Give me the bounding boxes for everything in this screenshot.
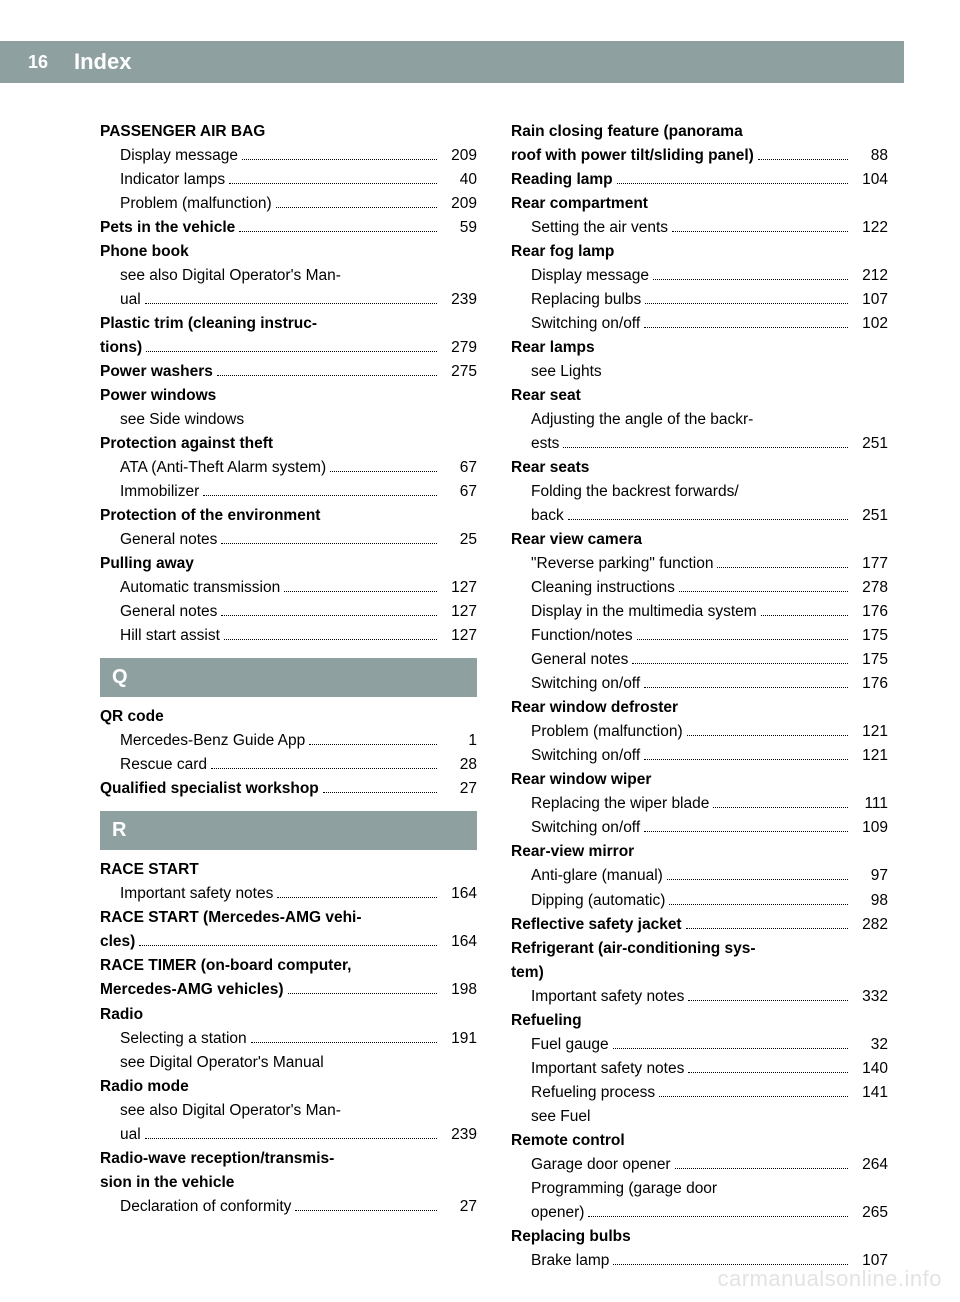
index-entry: General notes127	[100, 600, 477, 624]
heading-line1: Radio-wave reception/transmis-	[100, 1147, 477, 1171]
index-entry: General notes25	[100, 528, 477, 552]
index-entry: Replacing bulbs107	[511, 288, 888, 312]
index-entry-line1: see also Digital Operator's Man-	[100, 1099, 477, 1123]
heading: Phone book	[100, 240, 477, 264]
index-entry-line1: see also Digital Operator's Man-	[100, 264, 477, 288]
heading: Power windows	[100, 384, 477, 408]
index-entry: Replacing the wiper blade111	[511, 792, 888, 816]
heading-line1: RACE TIMER (on-board computer,	[100, 954, 477, 978]
heading: Rear window wiper	[511, 768, 888, 792]
index-entry: Important safety notes332	[511, 985, 888, 1009]
header-title: Index	[74, 49, 131, 75]
index-content: PASSENGER AIR BAG Display message209 Ind…	[100, 120, 888, 1242]
heading: Rear lamps	[511, 336, 888, 360]
index-entry: Display message212	[511, 264, 888, 288]
index-entry: Power washers275	[100, 360, 477, 384]
index-entry: Switching on/off102	[511, 312, 888, 336]
index-entry: Important safety notes140	[511, 1057, 888, 1081]
index-entry: Immobilizer67	[100, 480, 477, 504]
see-reference: see Lights	[511, 360, 888, 384]
index-entry: ual239	[100, 1123, 477, 1147]
see-reference: see Fuel	[511, 1105, 888, 1129]
heading: Rear view camera	[511, 528, 888, 552]
index-entry-line1: Adjusting the angle of the backr-	[511, 408, 888, 432]
index-entry: Refueling process141	[511, 1081, 888, 1105]
index-entry: ests251	[511, 432, 888, 456]
heading: Rear fog lamp	[511, 240, 888, 264]
index-entry: Fuel gauge32	[511, 1033, 888, 1057]
index-entry: cles)164	[100, 930, 477, 954]
heading: Rear compartment	[511, 192, 888, 216]
index-entry-line1: Folding the backrest forwards/	[511, 480, 888, 504]
index-entry: Automatic transmission127	[100, 576, 477, 600]
index-entry: Switching on/off109	[511, 816, 888, 840]
index-entry: Reading lamp104	[511, 168, 888, 192]
index-entry: Qualified specialist workshop27	[100, 777, 477, 801]
index-entry: Anti-glare (manual)97	[511, 864, 888, 888]
section-letter-r: R	[100, 811, 477, 850]
heading: Protection of the environment	[100, 504, 477, 528]
index-entry: Switching on/off121	[511, 744, 888, 768]
index-entry: roof with power tilt/sliding panel)88	[511, 144, 888, 168]
index-entry: Reflective safety jacket282	[511, 913, 888, 937]
page-number: 16	[28, 52, 48, 73]
heading: RACE START	[100, 858, 477, 882]
index-entry: Indicator lamps40	[100, 168, 477, 192]
index-entry: ATA (Anti-Theft Alarm system)67	[100, 456, 477, 480]
index-entry: opener)265	[511, 1201, 888, 1225]
see-reference: see Side windows	[100, 408, 477, 432]
index-entry: Dipping (automatic)98	[511, 889, 888, 913]
heading: Remote control	[511, 1129, 888, 1153]
index-entry: General notes175	[511, 648, 888, 672]
index-entry: Problem (malfunction)121	[511, 720, 888, 744]
index-entry: Hill start assist127	[100, 624, 477, 648]
index-entry: Declaration of conformity27	[100, 1195, 477, 1219]
heading: Protection against theft	[100, 432, 477, 456]
heading: Rear window defroster	[511, 696, 888, 720]
index-entry: tions)279	[100, 336, 477, 360]
heading: Rear seat	[511, 384, 888, 408]
heading: Pulling away	[100, 552, 477, 576]
heading: Radio	[100, 1003, 477, 1027]
index-entry: Garage door opener264	[511, 1153, 888, 1177]
index-entry: Rescue card28	[100, 753, 477, 777]
left-column: PASSENGER AIR BAG Display message209 Ind…	[100, 120, 477, 1242]
header-bar: Index	[56, 41, 904, 83]
heading: QR code	[100, 705, 477, 729]
heading: Radio mode	[100, 1075, 477, 1099]
heading: Refueling	[511, 1009, 888, 1033]
heading: Replacing bulbs	[511, 1225, 888, 1249]
index-entry: Setting the air vents122	[511, 216, 888, 240]
heading: Rear-view mirror	[511, 840, 888, 864]
heading: PASSENGER AIR BAG	[100, 120, 477, 144]
heading-line1: Refrigerant (air-conditioning sys-	[511, 937, 888, 961]
index-entry-line1: Programming (garage door	[511, 1177, 888, 1201]
see-reference: see Digital Operator's Manual	[100, 1051, 477, 1075]
index-entry: Mercedes-Benz Guide App1	[100, 729, 477, 753]
index-entry: Display message209	[100, 144, 477, 168]
index-entry: Selecting a station191	[100, 1027, 477, 1051]
page-number-tab: 16	[0, 41, 56, 83]
heading-line2: tem)	[511, 961, 888, 985]
heading: Rear seats	[511, 456, 888, 480]
heading-line2: sion in the vehicle	[100, 1171, 477, 1195]
watermark: carmanualsonline.info	[717, 1266, 942, 1292]
index-entry: Cleaning instructions278	[511, 576, 888, 600]
index-entry: Mercedes-AMG vehicles)198	[100, 978, 477, 1002]
heading-line1: Plastic trim (cleaning instruc-	[100, 312, 477, 336]
index-entry: Pets in the vehicle59	[100, 216, 477, 240]
index-entry: "Reverse parking" function177	[511, 552, 888, 576]
index-entry: back251	[511, 504, 888, 528]
index-entry: Important safety notes164	[100, 882, 477, 906]
heading-line1: RACE START (Mercedes-AMG vehi-	[100, 906, 477, 930]
index-entry: Problem (malfunction)209	[100, 192, 477, 216]
right-column: Rain closing feature (panorama roof with…	[511, 120, 888, 1242]
index-entry: Display in the multimedia system176	[511, 600, 888, 624]
section-letter-q: Q	[100, 658, 477, 697]
index-entry: ual239	[100, 288, 477, 312]
index-entry: Switching on/off176	[511, 672, 888, 696]
heading-line1: Rain closing feature (panorama	[511, 120, 888, 144]
index-entry: Function/notes175	[511, 624, 888, 648]
